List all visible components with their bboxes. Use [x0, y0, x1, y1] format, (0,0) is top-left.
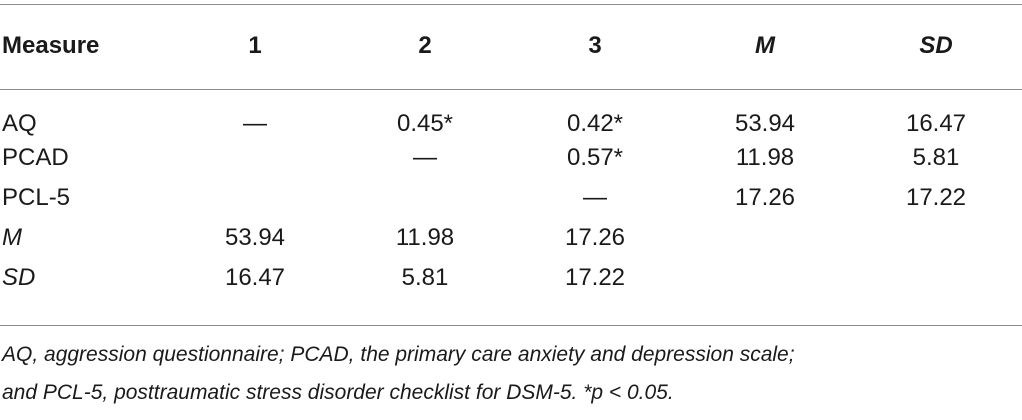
table-cell: 17.22 [905, 184, 967, 211]
table-body: AQ — 0.45* 0.42* 53.94 16.47 PCAD — 0.57… [0, 90, 1022, 298]
correlation-table: Measure 1 2 3 M SD AQ — 0.45* 0.42* 53.9… [0, 0, 1022, 298]
table-header-rule [0, 89, 1022, 90]
table-cell: 11.98 [735, 144, 795, 171]
table-cell: 5.81 [401, 264, 449, 291]
table-cell: 17.22 [564, 264, 626, 291]
table-row: SD 16.47 5.81 17.22 [0, 258, 1022, 298]
table-row: PCAD — 0.57* 11.98 5.81 [0, 138, 1022, 178]
table-cell: 17.26 [564, 224, 626, 251]
table-cell: 17.26 [734, 184, 796, 211]
table-top-rule [0, 4, 1022, 5]
table-cell: 16.47 [905, 110, 967, 137]
row-label: M [2, 224, 22, 251]
table-cell [680, 218, 850, 258]
table-cell: 0.45* [396, 110, 454, 137]
row-label: PCL-5 [2, 184, 71, 211]
header-col-3: 3 [588, 32, 602, 59]
row-label: SD [2, 264, 36, 291]
table-cell: 53.94 [734, 110, 796, 137]
table-cell [340, 178, 510, 218]
table-cell [850, 258, 1022, 298]
row-label: AQ [2, 110, 37, 137]
header-col-2: 2 [418, 32, 432, 59]
table-cell: 5.81 [912, 144, 960, 171]
footnote-line-1: AQ, aggression questionnaire; PCAD, the … [2, 343, 795, 366]
table-row: M 53.94 11.98 17.26 [0, 218, 1022, 258]
table-cell: 0.42* [566, 110, 624, 137]
table-cell: 0.57* [566, 144, 624, 171]
header-measure: Measure [2, 32, 100, 59]
table-cell: — [243, 110, 267, 137]
table-cell: 53.94 [224, 224, 286, 251]
table-cell: — [583, 184, 607, 211]
table-cell: 11.98 [395, 224, 455, 251]
table-cell [170, 178, 340, 218]
header-mean: M [755, 32, 775, 59]
table-footnote: AQ, aggression questionnaire; PCAD, the … [2, 336, 1017, 412]
table-cell: 16.47 [224, 264, 286, 291]
header-row: Measure 1 2 3 M SD [0, 0, 1022, 90]
header-sd: SD [919, 32, 953, 59]
table-row: PCL-5 — 17.26 17.22 [0, 178, 1022, 218]
footnote-line-2: and PCL-5, posttraumatic stress disorder… [2, 381, 674, 404]
table-cell [850, 218, 1022, 258]
table-cell: — [413, 144, 437, 171]
table-cell [170, 138, 340, 178]
table-bottom-rule [0, 325, 1022, 326]
table-row: AQ — 0.45* 0.42* 53.94 16.47 [0, 90, 1022, 138]
table-header: Measure 1 2 3 M SD [0, 0, 1022, 90]
row-label: PCAD [2, 144, 69, 171]
header-col-1: 1 [248, 32, 262, 59]
table-cell [680, 258, 850, 298]
